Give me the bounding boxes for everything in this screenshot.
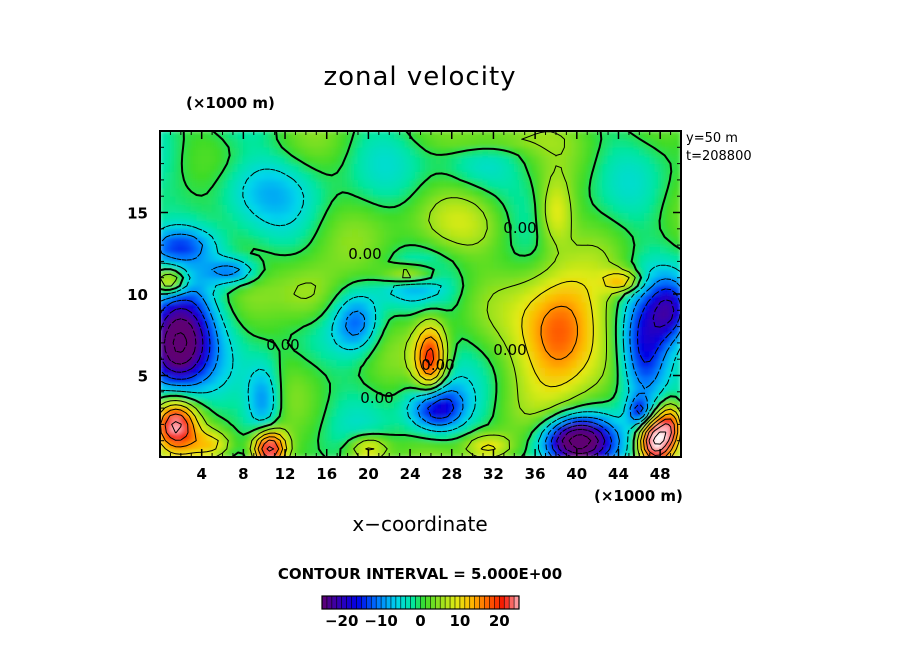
contour-label: 0.00 <box>493 341 526 359</box>
contour-label: 0.00 <box>266 336 299 354</box>
colorbar-segment <box>484 596 490 609</box>
colorbar-segment <box>474 596 481 609</box>
colorbar-segment <box>366 596 372 609</box>
colorbar-segment <box>371 596 377 609</box>
colorbar-segment <box>435 596 441 609</box>
colorbar-segment <box>420 596 426 609</box>
y-tick-label: 15 <box>127 205 148 223</box>
x-tick-label: 12 <box>275 465 296 483</box>
x-tick-label: 24 <box>400 465 421 483</box>
contour-level-25 <box>171 421 672 452</box>
colorbar-segment <box>415 596 421 609</box>
colorbar-segment <box>494 596 500 609</box>
colorbar-segment <box>390 596 397 609</box>
colorbar-segment <box>445 596 451 609</box>
x-tick-label: 44 <box>608 465 629 483</box>
contour-level-m5 <box>160 168 681 457</box>
x-tick-label: 16 <box>316 465 337 483</box>
colorbar-segment <box>322 596 328 609</box>
colorbar-segment <box>479 596 486 609</box>
velocity-field <box>160 131 681 457</box>
contour-level-30 <box>652 431 667 445</box>
colorbar-segment <box>356 596 362 609</box>
x-tick-label: 32 <box>483 465 504 483</box>
colorbar-segment <box>440 596 446 609</box>
y-axis-unit-label: (×1000 m) <box>186 94 275 112</box>
contour-interval-label: CONTOUR INTERVAL = 5.000E+00 <box>277 565 563 583</box>
x-tick-label: 20 <box>358 465 379 483</box>
time-annotation: t=208800 <box>686 149 752 164</box>
colorbar-segment <box>509 596 515 609</box>
colorbar-segment <box>499 596 505 609</box>
x-tick-label: 28 <box>441 465 462 483</box>
colorbar-segment <box>410 596 417 609</box>
x-tick-label: 40 <box>566 465 587 483</box>
colorbar-tick-label: 20 <box>489 612 510 630</box>
contour-label: 0.00 <box>421 356 454 374</box>
x-tick-label: 8 <box>238 465 248 483</box>
colorbar-tick-label: −10 <box>364 612 397 630</box>
colorbar-segment <box>395 596 402 609</box>
contour-label: 0.00 <box>503 219 536 237</box>
colorbar-segment <box>326 596 333 609</box>
colorbar-segment <box>361 596 367 609</box>
contour-label: 0.00 <box>360 389 393 407</box>
colorbar-segment <box>351 596 357 609</box>
colorbar-segment <box>514 596 520 609</box>
contour-labels: 0.00 0.00 0.00 0.00 0.00 0.00 <box>266 219 536 407</box>
colorbar-segment <box>469 596 476 609</box>
x-tick-label: 4 <box>196 465 206 483</box>
y-axis: 5 10 15 <box>127 146 681 442</box>
x-tick-label: 36 <box>525 465 546 483</box>
colorbar-segment <box>459 596 466 609</box>
contour-level-10 <box>160 273 681 457</box>
contour-level-m15 <box>160 288 681 457</box>
colorbar-segment <box>331 596 338 609</box>
contour-lines <box>160 131 681 457</box>
colorbar-segment <box>454 596 461 609</box>
colorbar-segment <box>400 596 407 609</box>
colorbar-segment <box>376 596 382 609</box>
colorbar-segment <box>381 596 387 609</box>
x-axis-title: x−coordinate <box>352 512 488 536</box>
colorbar-segment <box>430 596 436 609</box>
chart-title: zonal velocity <box>323 62 517 92</box>
colorbar-segment <box>450 596 456 609</box>
colorbar-tick-label: 10 <box>449 612 470 630</box>
contour-level-20 <box>164 347 676 457</box>
colorbar-segment <box>489 596 495 609</box>
colorbar-frame <box>321 595 520 610</box>
colorbar-segment <box>504 596 510 609</box>
colorbar-tick-label: 0 <box>415 612 425 630</box>
depth-annotation: y=50 m <box>686 131 738 146</box>
colorbar-tick-label: −20 <box>325 612 358 630</box>
colorbar-segment <box>336 596 343 609</box>
y-tick-label: 5 <box>138 368 148 386</box>
x-axis-unit-label: (×1000 m) <box>594 487 683 505</box>
colorbar-segment <box>405 596 412 609</box>
x-axis: 4 8 12 16 20 24 28 32 36 40 44 48 <box>169 131 672 483</box>
colorbar-segment <box>346 596 353 609</box>
contour-level-m25 <box>164 318 599 454</box>
colorbar-segment <box>425 596 431 609</box>
y-tick-label: 10 <box>127 286 148 304</box>
contour-level-m30 <box>172 332 592 450</box>
colorbar-segment <box>386 596 392 609</box>
colorbar-segment <box>341 596 348 609</box>
colorbar: −20 −10 0 10 20 <box>321 595 520 630</box>
x-tick-label: 48 <box>650 465 671 483</box>
colorbar-segment <box>464 596 471 609</box>
contour-label: 0.00 <box>348 245 381 263</box>
